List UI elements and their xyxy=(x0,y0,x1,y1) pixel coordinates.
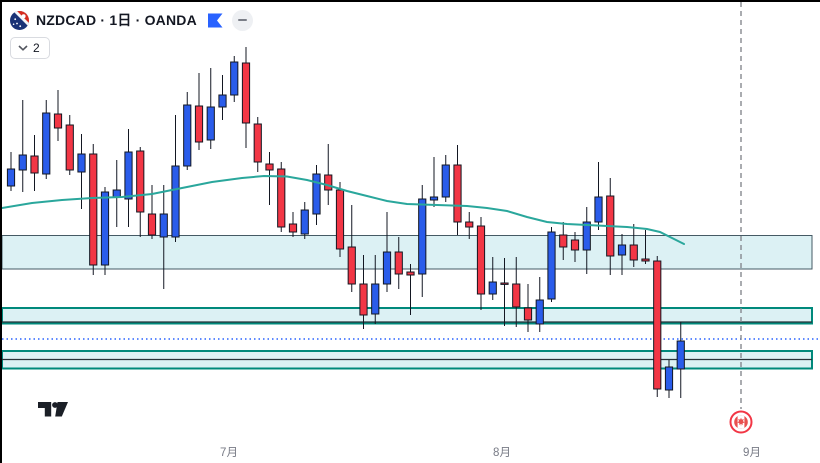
candle-up xyxy=(617,234,627,275)
economic-event-icon[interactable] xyxy=(729,410,753,434)
candle-up xyxy=(488,257,497,300)
time-axis-label: 9月 xyxy=(743,447,761,459)
candle-up xyxy=(535,277,544,332)
indicators-collapse-button[interactable]: 2 xyxy=(10,37,50,59)
candle-down xyxy=(465,212,474,239)
candle-down xyxy=(512,257,521,327)
time-axis[interactable]: 7月 8月 9月 xyxy=(2,441,820,463)
zone-middle[interactable] xyxy=(2,307,813,325)
candle-up xyxy=(582,207,591,274)
candle-down xyxy=(277,162,286,232)
candle-up xyxy=(300,202,309,239)
candle-down xyxy=(476,217,486,310)
chevron-down-icon xyxy=(18,45,28,51)
candle-down xyxy=(347,205,356,292)
chart-legend: NZDCAD · 1日 · OANDA 2 xyxy=(10,9,253,59)
indicator-count: 2 xyxy=(33,41,40,55)
candle-down xyxy=(65,115,74,175)
tradingview-logo[interactable] xyxy=(38,401,68,423)
candle-up xyxy=(441,155,450,202)
time-axis-label: 7月 xyxy=(220,447,238,459)
candle-up xyxy=(206,68,215,149)
candle-down xyxy=(241,47,251,148)
candle-up xyxy=(676,322,685,398)
candle-down xyxy=(653,256,662,397)
candle-up xyxy=(371,255,380,324)
candle-up xyxy=(159,185,168,289)
candle-down xyxy=(253,117,262,172)
candle-up xyxy=(18,100,27,192)
candle-up xyxy=(100,187,110,275)
candle-down xyxy=(500,258,509,326)
candle-up xyxy=(77,134,86,209)
candle-up xyxy=(124,129,133,227)
symbol-pair-flag-icon xyxy=(10,10,29,30)
candle-down xyxy=(570,232,580,262)
candle-up xyxy=(312,165,321,225)
candle-down xyxy=(406,264,415,315)
candle-down xyxy=(559,222,568,260)
candle-up xyxy=(171,115,180,242)
flag-icon xyxy=(207,13,223,27)
symbol-legend-row: NZDCAD · 1日 · OANDA xyxy=(10,9,253,31)
candle-up xyxy=(429,157,439,207)
candle-down xyxy=(629,224,638,267)
candle-down xyxy=(194,73,204,150)
candle-down xyxy=(394,237,403,289)
candle-down xyxy=(288,212,298,237)
candle-down xyxy=(324,144,333,205)
candle-down xyxy=(453,145,462,235)
candle-up xyxy=(418,185,427,297)
candle-up xyxy=(230,56,239,102)
candle-up xyxy=(183,92,192,170)
time-axis-label: 8月 xyxy=(493,447,511,459)
candle-down xyxy=(641,230,650,264)
moving-average-line[interactable] xyxy=(2,174,685,245)
symbol-title[interactable]: NZDCAD · 1日 · OANDA xyxy=(36,12,197,28)
candle-down xyxy=(53,90,63,141)
candle-down xyxy=(265,152,274,205)
candle-down xyxy=(89,144,98,275)
candle-up xyxy=(112,160,121,227)
candle-up xyxy=(218,75,227,120)
candle-down xyxy=(136,147,145,237)
candle-up xyxy=(594,162,603,230)
candle-up xyxy=(6,152,16,191)
candle-up xyxy=(42,100,51,179)
candle-down xyxy=(335,182,345,257)
minus-icon xyxy=(237,18,247,22)
candlestick-series xyxy=(6,47,685,398)
legend-minimize-button[interactable] xyxy=(231,9,253,31)
candle-down xyxy=(359,255,368,329)
candle-up xyxy=(547,227,556,302)
candle-up xyxy=(382,212,392,292)
candle-down xyxy=(30,135,39,191)
candle-up xyxy=(664,360,674,398)
zone-upper[interactable] xyxy=(2,235,813,270)
flag-symbol-button[interactable] xyxy=(207,13,223,28)
candle-down xyxy=(523,284,533,332)
